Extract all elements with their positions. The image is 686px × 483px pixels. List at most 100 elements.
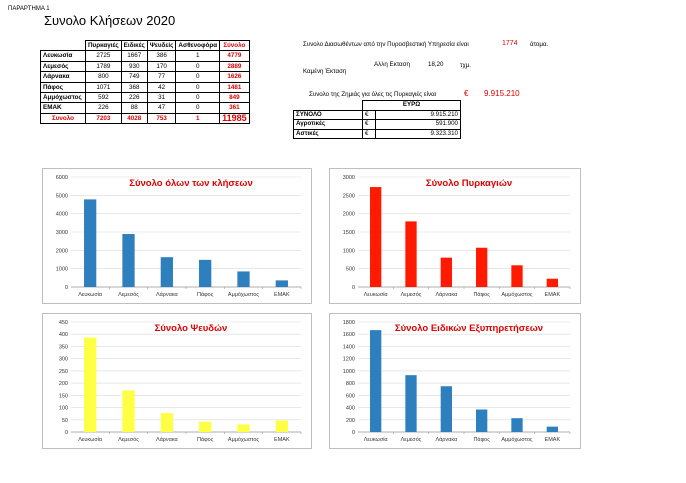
y-tick-label: 450 xyxy=(59,320,68,326)
cell-ambulance: 0 xyxy=(175,102,221,114)
bar xyxy=(122,234,135,287)
cell-ambulance: 1 xyxy=(175,50,221,62)
bar xyxy=(160,413,173,432)
bar xyxy=(160,257,173,287)
bar xyxy=(275,280,288,287)
bar xyxy=(405,221,417,287)
y-tick-label: 150 xyxy=(59,393,68,399)
bar xyxy=(84,199,97,287)
x-tick-label: Πάφος xyxy=(473,436,490,443)
other-area-label: Αλλη Εκταση xyxy=(374,61,410,68)
chart-fires: 0 500 1000 1500 2000 2500 3000 Λευκωσία Λεμεσός Λ… xyxy=(329,168,581,304)
y-tick-label: 1600 xyxy=(343,332,355,338)
damage-value: 9.915.210 xyxy=(484,89,520,98)
chart-svg: 0 50 100 150 200 250 300 350 400 450 Λευκωσία Λεμεσ… xyxy=(59,320,302,443)
y-tick-label: 6000 xyxy=(56,175,68,181)
x-tick-label: Λάρνακα xyxy=(156,291,179,298)
table-total-row: Συνολο 7203 4028 753 1 11985 xyxy=(40,112,250,125)
money-label: Αστικές xyxy=(293,128,363,140)
x-tick-label: ΕΜΑΚ xyxy=(545,437,561,443)
y-tick-label: 350 xyxy=(59,344,68,350)
y-tick-label: 1200 xyxy=(343,357,355,363)
cell-total: 849 xyxy=(219,92,250,104)
bar xyxy=(199,421,212,432)
cell-false: 31 xyxy=(146,92,177,104)
table-row: Λεμεσός 1789 930 170 0 2889 xyxy=(40,60,250,73)
bar xyxy=(370,187,382,287)
y-tick-label: 600 xyxy=(346,393,355,399)
burnt-area-label: Καμένη Έκταση xyxy=(303,68,347,75)
bar xyxy=(122,390,135,432)
y-tick-label: 800 xyxy=(346,381,355,387)
y-tick-label: 300 xyxy=(59,357,68,363)
cell-false: 47 xyxy=(146,102,177,114)
row-label: Λευκωσία xyxy=(40,50,86,62)
y-tick-label: 200 xyxy=(59,381,68,387)
y-tick-label: 50 xyxy=(62,418,68,424)
table-row: ΕΜΑΚ 226 88 47 0 361 xyxy=(40,102,250,114)
chart-title: Σύνολο Ψευδών xyxy=(155,323,228,334)
cell-total: 361 xyxy=(219,102,250,114)
cell-fires: 800 xyxy=(85,71,122,83)
cell-false: 170 xyxy=(146,60,177,73)
table-row: Λευκωσία 2725 1667 386 1 4779 xyxy=(40,50,250,62)
row-label: ΕΜΑΚ xyxy=(40,102,86,114)
money-amount: 591.900 xyxy=(375,119,461,130)
money-header-row: ΕΥΡΩ xyxy=(294,100,461,111)
y-tick-label: 1000 xyxy=(343,248,355,254)
rescued-unit: άτομα. xyxy=(530,41,549,48)
cell-special: 368 xyxy=(120,81,148,94)
chart-special-services: 0 200 400 600 800 1000 1200 1400 1600 1800 Λευκωσί… xyxy=(329,313,581,449)
cell-false: 42 xyxy=(146,81,177,94)
y-tick-label: 4000 xyxy=(56,212,68,218)
y-tick-label: 5000 xyxy=(56,193,68,199)
y-tick-label: 200 xyxy=(346,418,355,424)
bar xyxy=(546,278,558,287)
damage-label: Συνολο της Ζημιάς για όλες τις Πυρκαγιές… xyxy=(309,91,437,98)
money-header: ΕΥΡΩ xyxy=(362,100,461,111)
bar xyxy=(476,409,488,432)
row-label: Αμμόχωστος xyxy=(40,92,86,104)
chart-title: Σύνολο όλων των κλήσεων xyxy=(129,178,252,189)
bar xyxy=(84,337,97,432)
other-area-unit: τχμ. xyxy=(460,62,471,69)
corner-cell xyxy=(41,41,86,51)
cell-fires: 226 xyxy=(85,102,122,114)
x-tick-label: Λεμεσός xyxy=(401,291,422,298)
y-tick-label: 0 xyxy=(352,285,355,291)
x-tick-label: Λευκωσία xyxy=(364,437,389,443)
y-tick-label: 1800 xyxy=(343,320,355,326)
x-tick-label: Λάρνακα xyxy=(435,291,458,298)
bar xyxy=(440,386,452,432)
chart-svg: 0 1000 2000 3000 4000 5000 6000 Λευκωσία Λεμεσός… xyxy=(56,175,302,298)
y-tick-label: 400 xyxy=(346,406,355,412)
x-tick-label: Λεμεσός xyxy=(118,436,139,443)
chart-title: Σύνολο Πυρκαγιών xyxy=(426,178,512,189)
chart-svg: 0 200 400 600 800 1000 1200 1400 1600 1800 Λευκωσί… xyxy=(343,320,571,443)
y-tick-label: 2000 xyxy=(56,248,68,254)
y-tick-label: 3000 xyxy=(56,230,68,236)
cell-ambulance: 0 xyxy=(175,60,221,73)
cell-special: 1667 xyxy=(120,50,148,62)
y-tick-label: 100 xyxy=(59,406,68,412)
x-tick-label: Λευκωσία xyxy=(364,292,389,298)
row-label: Λάρνακα xyxy=(40,71,86,83)
chart-title: Σύνολο Ειδικών Εξυπηρετήσεων xyxy=(395,323,543,334)
bar xyxy=(237,271,250,287)
money-amount: 9.323.310 xyxy=(375,128,461,140)
cell-special: 88 xyxy=(120,102,148,114)
x-tick-label: Λευκωσία xyxy=(78,437,103,443)
money-label: Αγροτικές xyxy=(293,119,363,130)
total-fires: 7203 xyxy=(85,112,122,125)
x-tick-label: Πάφος xyxy=(197,436,214,443)
cell-fires: 592 xyxy=(85,92,122,104)
rescued-value: 1774 xyxy=(502,40,518,47)
y-tick-label: 1500 xyxy=(343,230,355,236)
cell-fires: 1071 xyxy=(85,81,122,94)
bar xyxy=(405,375,417,432)
col-header-fires: Πυρκαγιές xyxy=(85,39,122,52)
cell-special: 749 xyxy=(120,71,148,83)
col-header-special: Ειδικές xyxy=(120,39,148,52)
money-row: ΣΥΝΟΛΟ € 9.915.210 xyxy=(293,109,461,121)
bar xyxy=(275,420,288,432)
